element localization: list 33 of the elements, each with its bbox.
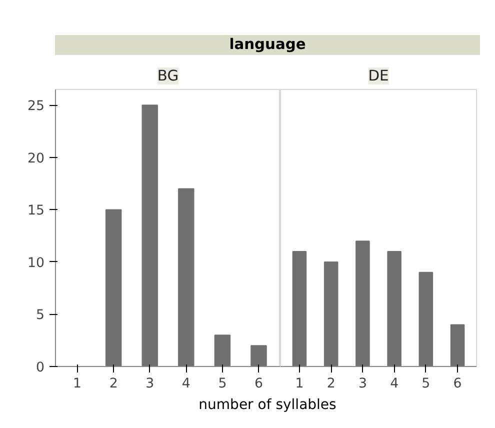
x-tick-label: 3 [146, 376, 154, 392]
bar [142, 104, 158, 366]
x-tick-label: 6 [254, 376, 263, 392]
bar [450, 324, 465, 366]
bar [250, 345, 267, 366]
x-tick-label: 1 [73, 376, 82, 392]
y-tick-label: 25 [28, 99, 45, 114]
bar [324, 261, 338, 366]
bar [292, 251, 307, 366]
bar [214, 334, 231, 366]
y-tick-label: 20 [28, 151, 45, 166]
chart-title: DE [368, 68, 389, 84]
y-tick-label: 0 [36, 360, 45, 376]
chart-title: BG [157, 68, 179, 84]
x-tick-label: 2 [326, 376, 336, 392]
x-tick-label: 6 [453, 376, 462, 392]
bar [178, 188, 194, 366]
x-tick-label: 5 [218, 376, 227, 392]
bar [418, 272, 434, 366]
bar [387, 251, 402, 366]
x-tick-label: 2 [109, 376, 118, 392]
bar [356, 240, 370, 366]
y-tick-label: 5 [36, 308, 45, 324]
y-tick-label: 10 [28, 256, 45, 271]
bar [105, 209, 122, 366]
x-tick-label: 4 [390, 376, 399, 392]
y-tick-label: 15 [28, 204, 45, 219]
x-tick-label: 5 [422, 376, 430, 392]
x-axis-title: number of syllables [198, 396, 336, 415]
x-tick-label: 3 [358, 376, 367, 392]
x-tick-label: 1 [295, 376, 304, 392]
text: language [229, 35, 306, 55]
x-tick-label: 4 [182, 376, 190, 392]
